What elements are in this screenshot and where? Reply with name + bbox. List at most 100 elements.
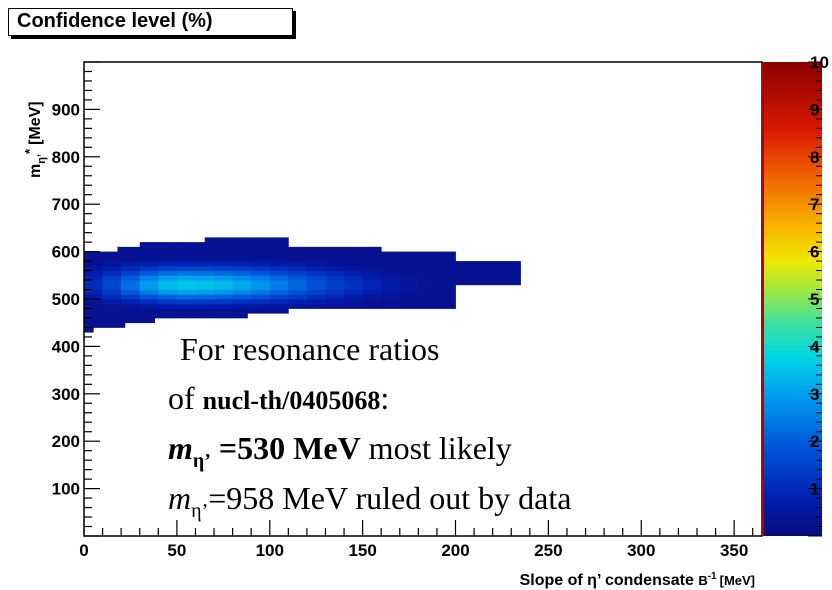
heatmap-cell [121, 284, 141, 290]
heatmap-cell [399, 270, 419, 276]
heatmap-cell [84, 322, 103, 328]
heatmap-cell [418, 280, 438, 286]
heatmap-cell [284, 246, 304, 252]
heatmap-cells [84, 237, 521, 333]
heatmap-cell [325, 265, 345, 271]
heatmap-cell [158, 261, 178, 267]
heatmap-cell [158, 299, 178, 305]
heatmap-cell [214, 280, 234, 286]
heatmap-cell [139, 308, 159, 314]
heatmap-cell [306, 256, 326, 262]
heatmap-cell [195, 289, 215, 295]
heatmap-cell [474, 280, 494, 286]
heatmap-cell [344, 270, 364, 276]
x-tick-label: 50 [167, 541, 186, 560]
heatmap-cell [362, 265, 382, 271]
heatmap-cell [158, 294, 178, 300]
heatmap-cell [269, 289, 289, 295]
heatmap-cell [84, 289, 103, 295]
heatmap-cell [195, 256, 215, 262]
heatmap-cell [288, 294, 308, 300]
heatmap-cell [344, 256, 364, 262]
color-scale-label: 5 [810, 290, 819, 309]
heatmap-cell [176, 294, 196, 300]
heatmap-cell [214, 294, 234, 300]
heatmap-cell [399, 294, 419, 300]
heatmap-cell [195, 308, 215, 314]
heatmap-cell [492, 280, 512, 286]
heatmap-cell [176, 270, 196, 276]
heatmap-cell [102, 284, 122, 290]
heatmap-cell [381, 265, 401, 271]
heatmap-cell [139, 251, 159, 257]
heatmap-cell [399, 299, 419, 305]
heatmap-cell [84, 270, 103, 276]
heatmap-cell [176, 289, 196, 295]
heatmap-cell [381, 275, 401, 281]
heatmap-cell [204, 237, 224, 243]
heatmap-cell [121, 261, 141, 267]
heatmap-cell [195, 242, 215, 248]
heatmap-cell [269, 251, 289, 257]
heatmap-cell [176, 280, 196, 286]
heatmap-cell [279, 237, 289, 243]
heatmap-cell [269, 242, 289, 248]
heatmap-cell [306, 299, 326, 305]
heatmap-cell [102, 289, 122, 295]
heatmap-cell [84, 275, 103, 281]
heatmap-cell [176, 251, 196, 257]
heatmap-cell [121, 289, 141, 295]
heatmap-cell [102, 303, 122, 309]
heatmap-cell [232, 275, 252, 281]
heatmap-cell [139, 270, 159, 276]
color-scale-label: 1 [810, 480, 819, 499]
y-tick-label: 600 [52, 243, 80, 262]
heatmap-cell [214, 289, 234, 295]
heatmap-cell [306, 275, 326, 281]
heatmap-cell [511, 275, 521, 281]
heatmap-cell [176, 275, 196, 281]
heatmap-cell [251, 289, 271, 295]
heatmap-cell [362, 303, 382, 309]
heatmap-cell [195, 261, 215, 267]
heatmap-cell [195, 294, 215, 300]
heatmap-cell [344, 280, 364, 286]
x-tick-label: 100 [256, 541, 284, 560]
x-tick-label: 300 [627, 541, 655, 560]
heatmap-cell [158, 242, 178, 248]
heatmap-cell [158, 313, 178, 319]
heatmap-cell [102, 308, 122, 314]
heatmap-cell [344, 299, 364, 305]
color-scale-label: 8 [810, 148, 819, 167]
heatmap-cell [102, 265, 122, 271]
heatmap-cell [269, 270, 289, 276]
heatmap-cell [436, 261, 456, 267]
heatmap-cell [269, 308, 289, 314]
heatmap-cell [214, 242, 234, 248]
heatmap-cell [306, 294, 326, 300]
heatmap-cell [214, 261, 234, 267]
heatmap-cell [176, 284, 196, 290]
heatmap-cell [139, 299, 159, 305]
heatmap-cell [195, 313, 215, 319]
y-tick-label: 200 [52, 432, 80, 451]
heatmap-cell [158, 303, 178, 309]
heatmap-cell [176, 265, 196, 271]
heatmap-cell [269, 275, 289, 281]
heatmap-cell [121, 265, 141, 271]
heatmap-cell [84, 299, 103, 305]
x-tick-label: 350 [720, 541, 748, 560]
y-tick-label: 900 [52, 100, 80, 119]
heatmap-cell [158, 275, 178, 281]
heatmap-cell [176, 256, 196, 262]
heatmap-cell [195, 265, 215, 271]
heatmap-cell [436, 256, 456, 262]
heatmap-cell [418, 275, 438, 281]
heatmap-cell [288, 275, 308, 281]
heatmap-cell [251, 251, 271, 257]
heatmap-cell [325, 303, 345, 309]
heatmap-cell [436, 265, 456, 271]
heatmap-cell [139, 313, 159, 319]
heatmap-cell [121, 251, 141, 257]
heatmap-cell [195, 280, 215, 286]
